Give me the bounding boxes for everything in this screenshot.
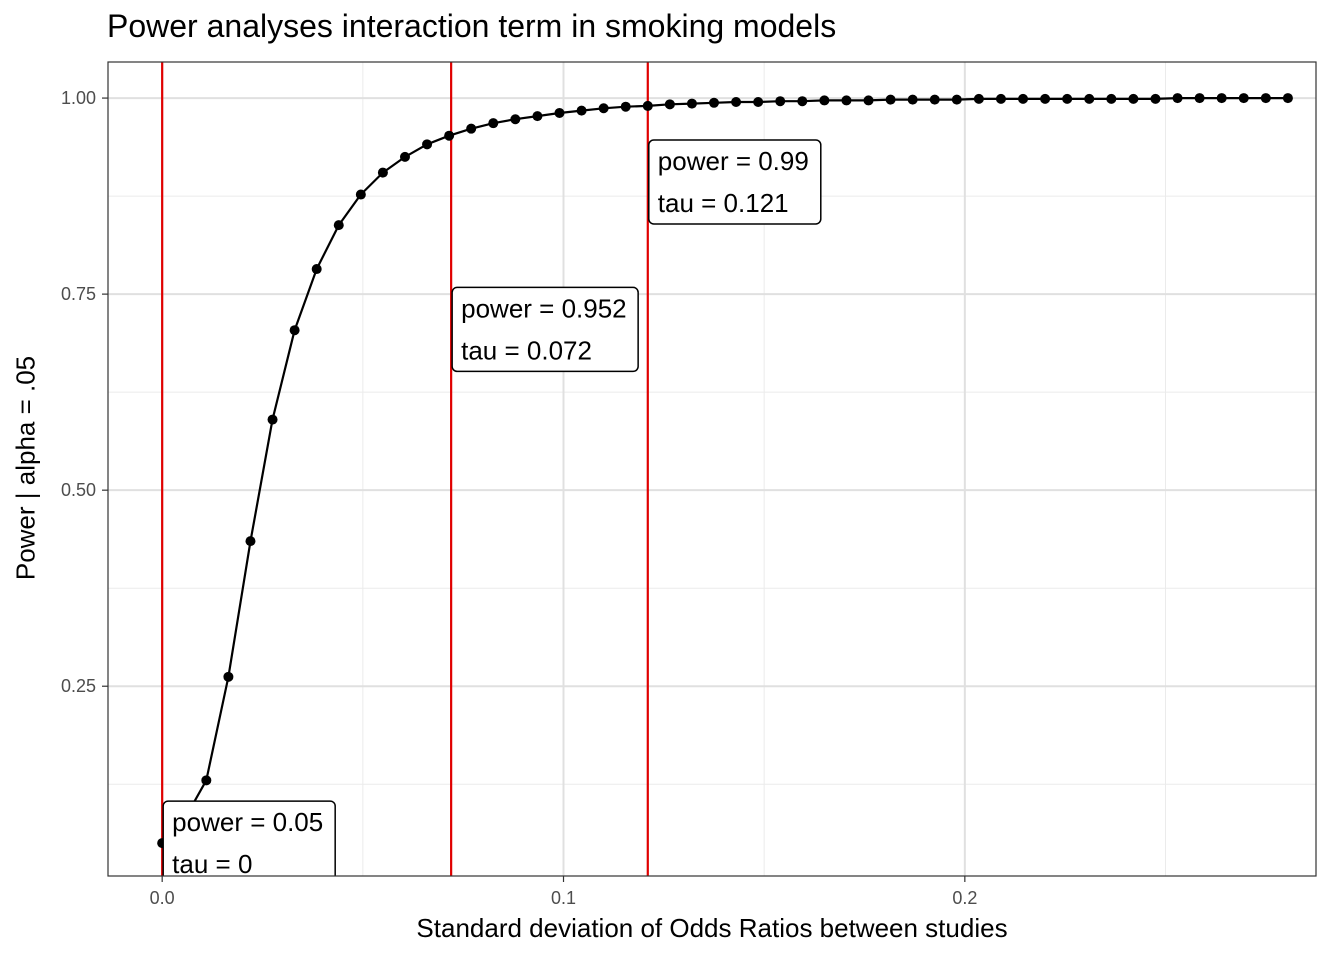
data-point [929, 94, 940, 105]
annotation-labels: power = 0.05 tau = 0 power = 0.952 tau = 0.… [162, 139, 822, 879]
data-point [1062, 93, 1073, 104]
annotation-box [648, 139, 822, 225]
power-curve [157, 93, 1293, 849]
data-point [399, 151, 410, 162]
data-point [333, 220, 344, 231]
data-point [1194, 93, 1205, 104]
data-point [444, 130, 455, 141]
data-point [1128, 93, 1139, 104]
data-point [1216, 93, 1227, 104]
data-point [1282, 93, 1293, 104]
data-point [664, 99, 675, 110]
data-point [311, 264, 322, 275]
data-point [598, 103, 609, 114]
chart-title: Power analyses interaction term in smoki… [107, 8, 837, 44]
y-tick-label: 0.25 [61, 676, 96, 696]
annotation-box [162, 800, 336, 876]
data-point [863, 95, 874, 106]
data-point [973, 93, 984, 104]
data-point [775, 96, 786, 107]
x-tick-label: 0.0 [150, 888, 175, 908]
x-tick-label: 0.2 [952, 888, 977, 908]
x-tick-label: 0.1 [551, 888, 576, 908]
x-axis-label: Standard deviation of Odds Ratios betwee… [416, 913, 1008, 943]
y-axis-label: Power | alpha = .05 [10, 355, 41, 581]
data-point [797, 96, 808, 107]
data-point [355, 189, 366, 200]
annotation-power-text: power = 0.952 [461, 293, 627, 323]
data-point [466, 123, 477, 134]
annotation-tau-text: tau = 0.121 [658, 188, 789, 218]
data-point [422, 139, 433, 150]
data-point [709, 97, 720, 108]
annotation-tau-text: tau = 0.072 [461, 335, 592, 365]
data-point [885, 94, 896, 105]
data-point [1018, 93, 1029, 104]
data-point [245, 536, 256, 547]
data-point [1238, 93, 1249, 104]
annotation-label: power = 0.952 tau = 0.072 [451, 286, 639, 373]
annotation-label: power = 0.05 tau = 0 [162, 800, 336, 879]
annotation-group: power = 0.05 tau = 0 power = 0.952 tau = 0.… [162, 139, 822, 879]
series-line [161, 96, 1288, 844]
data-point [686, 98, 697, 109]
data-point [377, 167, 388, 178]
data-point [951, 94, 962, 105]
data-point [201, 775, 212, 786]
annotation-power-text: power = 0.99 [658, 146, 809, 176]
data-point [642, 100, 653, 111]
data-point [576, 105, 587, 116]
data-point [907, 94, 918, 105]
annotation-label: power = 0.99 tau = 0.121 [648, 139, 822, 225]
data-point [267, 414, 278, 425]
data-point [1106, 93, 1117, 104]
annotation-box [451, 286, 639, 373]
x-axis: 0.0 0.1 0.2 [150, 876, 977, 908]
data-point [995, 93, 1006, 104]
annotation-power-text: power = 0.05 [172, 807, 323, 837]
data-point [532, 111, 543, 122]
data-point [819, 95, 830, 106]
data-point [620, 101, 631, 112]
y-axis: 0.25 0.50 0.75 1.00 [61, 88, 108, 696]
plot-frame [107, 61, 1317, 877]
data-point [223, 671, 234, 682]
data-point [289, 325, 300, 336]
data-point [488, 118, 499, 129]
data-point [510, 114, 521, 125]
data-point [1040, 93, 1051, 104]
y-tick-label: 0.75 [61, 284, 96, 304]
reference-lines [161, 62, 649, 876]
y-tick-label: 0.50 [61, 480, 96, 500]
annotation-tau-text: tau = 0 [172, 849, 252, 879]
data-point [753, 96, 764, 107]
data-point [1260, 93, 1271, 104]
data-point [1150, 93, 1161, 104]
y-tick-label: 1.00 [61, 88, 96, 108]
data-point [1084, 93, 1095, 104]
data-point [554, 107, 565, 118]
data-point [841, 95, 852, 106]
data-point [731, 96, 742, 107]
data-point [1172, 93, 1183, 104]
